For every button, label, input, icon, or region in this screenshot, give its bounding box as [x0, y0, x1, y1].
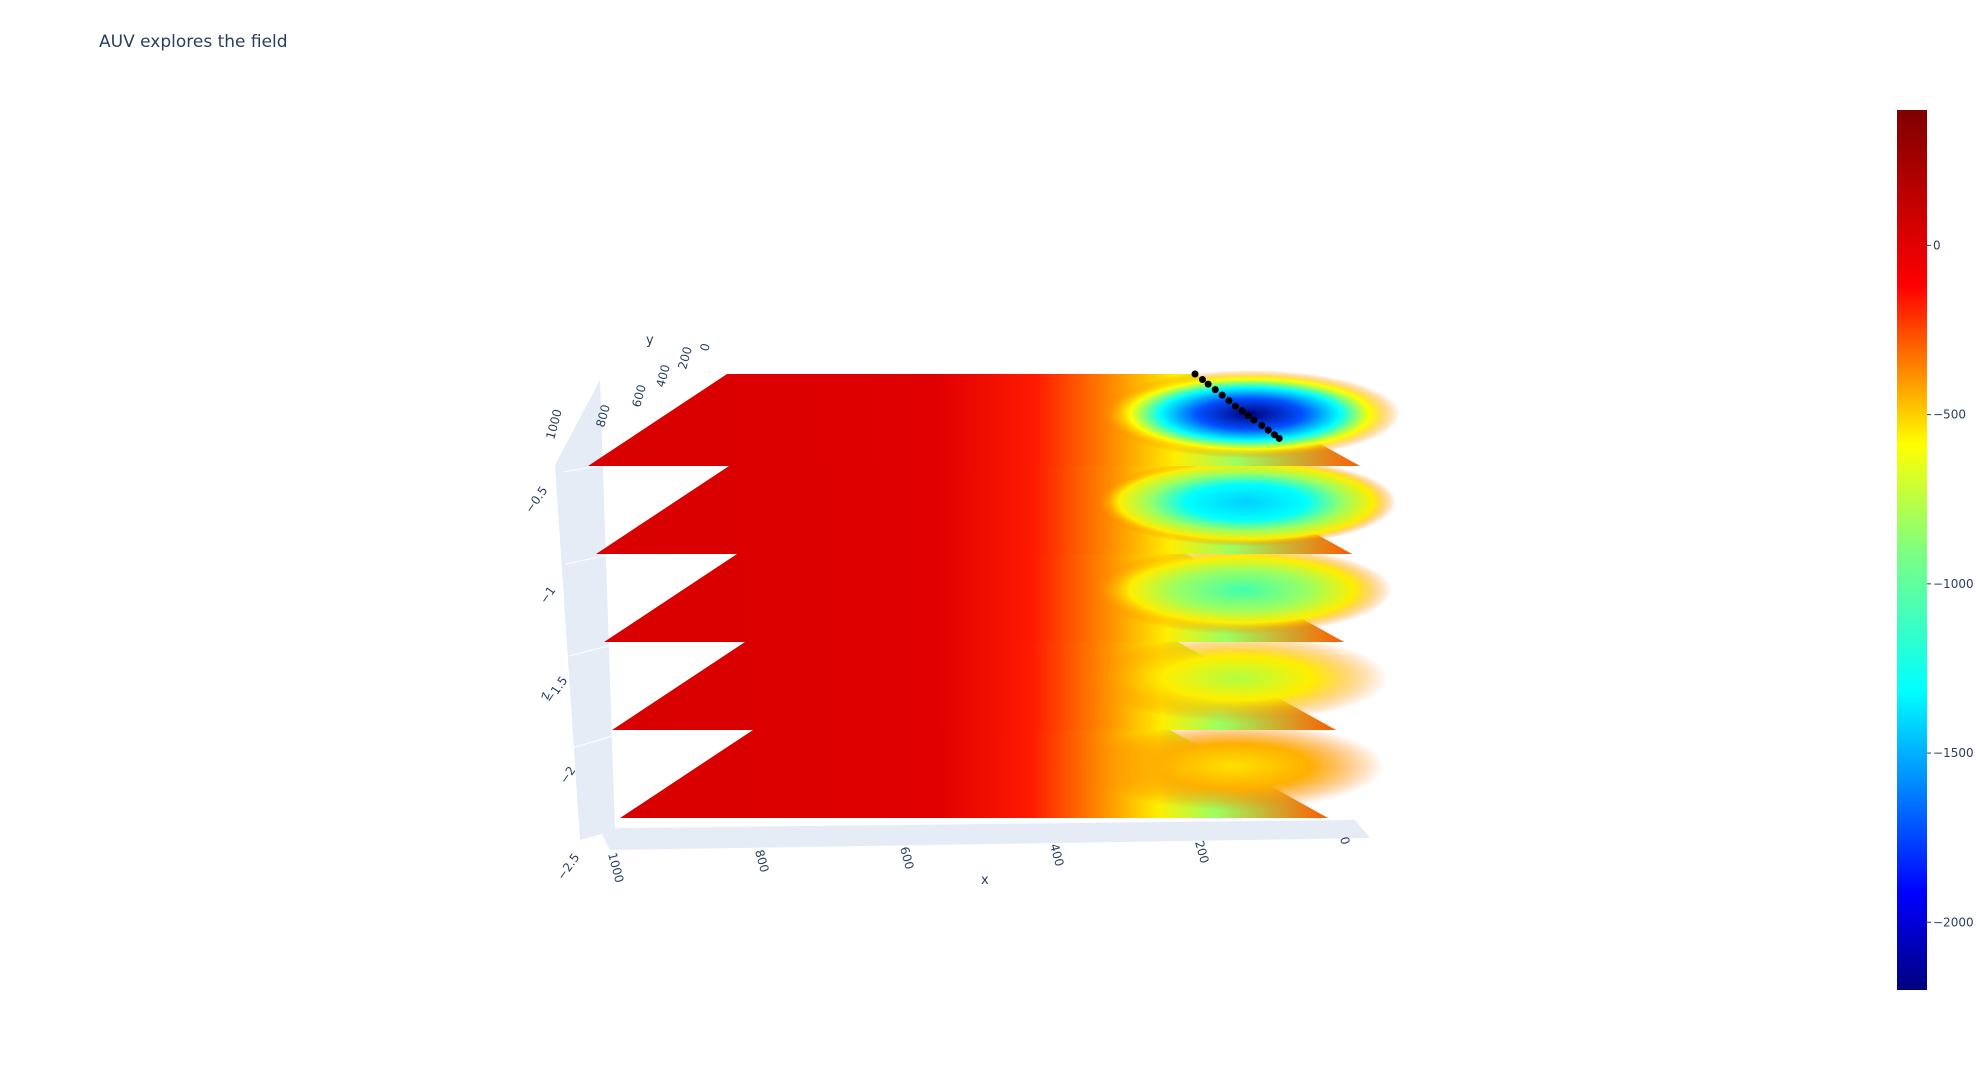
x-tick-label: 200: [1192, 839, 1211, 865]
colorbar-tick-label: −2000: [1933, 915, 1974, 929]
auv-point: [1225, 397, 1233, 405]
auv-point: [1232, 402, 1240, 410]
y-tick-label: 800: [593, 403, 612, 429]
auv-point: [1204, 380, 1212, 388]
surface-low-region-z--2.5: [1084, 722, 1384, 810]
auv-point: [1275, 434, 1283, 442]
x-tick-label: 0: [1337, 835, 1353, 846]
z-gridline: [568, 644, 613, 657]
back-wall-z: [555, 380, 615, 840]
auv-point: [1218, 391, 1226, 399]
y-tick-label: 0: [697, 342, 713, 353]
colorbar: 0 −500 −1000 −1500 −2000: [1897, 110, 1974, 990]
x-tick-label: 1000: [605, 851, 626, 884]
colorbar-tick-label: −1500: [1933, 746, 1974, 760]
colorbar-tick-label: 0: [1933, 238, 1941, 252]
z-gridline: [565, 554, 609, 565]
z-axis-title: z: [537, 690, 553, 701]
colorbar-tick-label: −500: [1933, 408, 1966, 422]
z-gridline: [559, 374, 601, 381]
floor-plane: [600, 820, 1370, 850]
auv-path: [1191, 370, 1283, 442]
chart-title: AUV explores the field: [99, 32, 288, 52]
surface-low-region-z--2: [1088, 634, 1388, 722]
x-axis-title: x: [981, 873, 989, 888]
z-tick-label: −1: [537, 584, 559, 607]
z-tick-label: −0.5: [522, 484, 550, 516]
y-tick-label: 200: [675, 345, 694, 371]
z-tick-label: −1.5: [542, 674, 570, 706]
y-tick-label: 600: [629, 383, 648, 409]
auv-point: [1211, 386, 1219, 394]
gridlines: [559, 374, 617, 749]
auv-point: [1258, 422, 1266, 430]
auv-point: [1264, 426, 1272, 434]
surface-low-region-z--1: [1096, 458, 1396, 546]
colorbar-tick-label: −1000: [1933, 577, 1974, 591]
auv-point: [1238, 407, 1246, 415]
auv-point: [1250, 416, 1258, 424]
axis-backplanes: [555, 380, 1370, 850]
colorbar-ticks: 0 −500 −1000 −1500 −2000: [1927, 238, 1974, 929]
x-tick-label: 400: [1047, 842, 1066, 868]
y-tick-label: 400: [653, 363, 672, 389]
auv-point: [1244, 411, 1252, 419]
surface-low-region-z--1.5: [1092, 546, 1392, 634]
z-gridline: [562, 464, 605, 473]
x-tick-label: 800: [752, 848, 771, 874]
z-gridline: [571, 734, 617, 749]
auv-point: [1198, 376, 1206, 384]
colorbar-gradient: [1897, 110, 1927, 990]
auv-point: [1270, 431, 1278, 439]
x-tick-label: 600: [897, 845, 916, 871]
y-axis-title: y: [646, 333, 654, 348]
auv-point: [1191, 370, 1199, 378]
z-tick-label: −2.5: [554, 851, 582, 883]
y-tick-label: 1000: [543, 408, 564, 441]
